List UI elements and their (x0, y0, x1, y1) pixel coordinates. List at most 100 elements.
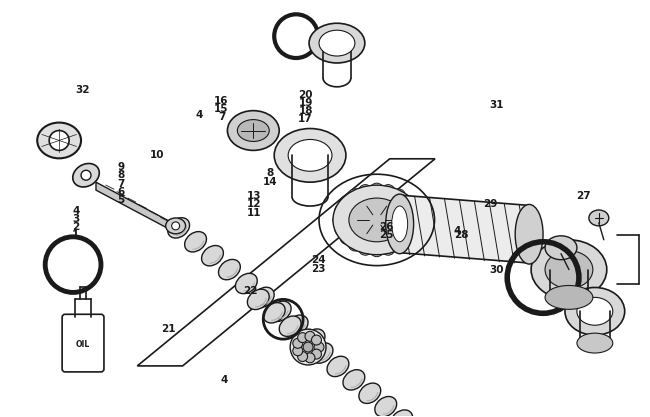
Ellipse shape (263, 303, 285, 323)
Text: 4: 4 (221, 375, 228, 385)
Circle shape (292, 338, 303, 348)
Ellipse shape (565, 287, 625, 335)
Ellipse shape (218, 259, 240, 280)
Text: 32: 32 (75, 85, 90, 95)
Circle shape (340, 231, 354, 244)
Text: 17: 17 (298, 114, 313, 124)
Text: 16: 16 (214, 96, 229, 106)
Circle shape (298, 352, 307, 362)
Text: 4: 4 (454, 226, 462, 236)
Ellipse shape (311, 343, 333, 363)
Circle shape (333, 213, 347, 227)
FancyBboxPatch shape (62, 314, 104, 372)
Ellipse shape (73, 163, 99, 187)
Ellipse shape (202, 246, 224, 266)
Circle shape (405, 222, 419, 236)
Ellipse shape (589, 210, 609, 226)
Circle shape (391, 237, 406, 251)
Circle shape (49, 131, 69, 151)
Ellipse shape (280, 316, 301, 337)
Ellipse shape (252, 287, 274, 308)
Ellipse shape (515, 204, 543, 264)
Text: 7: 7 (218, 112, 225, 122)
Circle shape (303, 342, 313, 352)
Ellipse shape (166, 218, 186, 234)
Ellipse shape (274, 128, 346, 182)
Text: 9: 9 (118, 162, 125, 172)
Circle shape (311, 335, 322, 345)
Text: 15: 15 (214, 104, 229, 114)
Ellipse shape (349, 198, 405, 242)
Circle shape (348, 237, 362, 251)
Circle shape (381, 185, 395, 198)
Circle shape (391, 189, 406, 203)
Ellipse shape (359, 383, 381, 403)
Text: 26: 26 (379, 222, 394, 232)
Ellipse shape (286, 315, 308, 335)
Circle shape (348, 189, 362, 203)
Circle shape (335, 222, 348, 236)
Circle shape (305, 353, 315, 363)
Ellipse shape (391, 410, 413, 417)
Text: 13: 13 (246, 191, 261, 201)
Circle shape (405, 204, 419, 218)
Polygon shape (400, 195, 529, 263)
Circle shape (172, 222, 179, 230)
Text: 10: 10 (150, 150, 164, 160)
Text: 7: 7 (118, 178, 125, 188)
Ellipse shape (531, 240, 607, 299)
Ellipse shape (545, 286, 593, 309)
Ellipse shape (237, 120, 269, 141)
Text: 14: 14 (263, 176, 278, 186)
Circle shape (340, 196, 354, 209)
Ellipse shape (343, 370, 365, 390)
Ellipse shape (185, 231, 207, 252)
Ellipse shape (333, 185, 421, 255)
Text: 5: 5 (118, 195, 125, 205)
Text: 30: 30 (489, 265, 504, 275)
Text: 8: 8 (266, 168, 274, 178)
Ellipse shape (235, 273, 257, 294)
Ellipse shape (288, 139, 332, 171)
Text: 12: 12 (246, 199, 261, 209)
Circle shape (407, 213, 421, 227)
Text: 25: 25 (379, 231, 394, 241)
Ellipse shape (577, 297, 613, 325)
Text: 2: 2 (72, 222, 79, 232)
Ellipse shape (392, 206, 408, 242)
Text: 29: 29 (483, 199, 497, 209)
Ellipse shape (227, 111, 280, 151)
Ellipse shape (295, 329, 317, 350)
Ellipse shape (327, 356, 349, 377)
Ellipse shape (248, 289, 269, 309)
Text: 20: 20 (298, 90, 313, 100)
Text: 8: 8 (118, 171, 125, 181)
Ellipse shape (375, 397, 396, 417)
Text: 19: 19 (298, 98, 313, 108)
Ellipse shape (319, 30, 355, 56)
Circle shape (81, 170, 91, 180)
Circle shape (381, 241, 395, 255)
Text: 11: 11 (246, 208, 261, 218)
Circle shape (314, 342, 324, 352)
Circle shape (370, 243, 384, 257)
Polygon shape (96, 182, 171, 230)
Text: 31: 31 (489, 100, 504, 110)
Circle shape (311, 349, 322, 359)
Ellipse shape (385, 194, 413, 254)
Ellipse shape (545, 236, 577, 260)
Text: 24: 24 (311, 255, 326, 265)
Circle shape (298, 333, 307, 343)
Text: 21: 21 (161, 324, 176, 334)
Circle shape (358, 241, 372, 255)
Circle shape (305, 332, 315, 341)
Ellipse shape (309, 23, 365, 63)
Ellipse shape (577, 333, 613, 353)
Circle shape (358, 185, 372, 198)
Circle shape (400, 196, 413, 209)
Text: 18: 18 (298, 106, 313, 116)
Text: 1: 1 (72, 231, 79, 241)
Text: 22: 22 (243, 286, 258, 296)
Ellipse shape (37, 123, 81, 158)
Ellipse shape (545, 251, 593, 289)
